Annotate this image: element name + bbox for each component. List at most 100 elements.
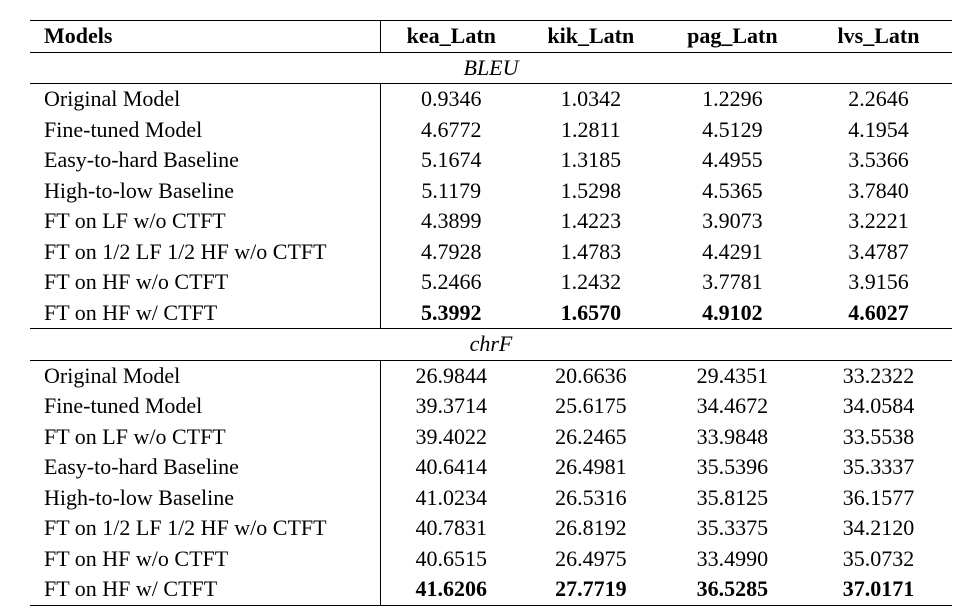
score-cell: 35.3375 [696,515,769,541]
header-kik-latn: kik_Latn [522,20,660,53]
score-cell: 4.6027 [805,297,952,329]
table-row: Original Model 0.9346 1.0342 1.2296 2.2646 [30,83,952,115]
score-cell: 35.0732 [842,545,915,571]
table-row: Fine-tuned Model 39.3714 25.6175 34.4672 34.… [30,391,952,422]
table-row: FT on LF w/o CTFT 4.3899 1.4223 3.9073 3.222… [30,206,952,237]
score-cell: 37.0171 [805,574,952,606]
score-cell: 40.6515 [415,545,488,571]
score-cell: 40.7831 [415,515,488,541]
score-cell: 26.4975 [555,545,627,571]
header-models: Models [30,20,381,53]
score-cell: 20.6636 [555,362,627,388]
score-cell: 36.5285 [659,574,806,606]
model-name-cell: Easy-to-hard Baseline [30,145,381,176]
score-cell: 33.2322 [842,362,915,388]
score-cell: 1.2432 [560,269,622,295]
score-cell: 4.4291 [702,238,763,264]
score-cell: 26.2465 [555,423,627,449]
score-cell: 3.5366 [848,147,909,173]
score-cell: 5.3992 [380,297,523,329]
section-title: chrF [30,328,952,361]
model-name-cell: Fine-tuned Model [30,391,381,422]
table-row: FT on 1/2 LF 1/2 HF w/o CTFT 40.7831 26.81… [30,513,952,544]
score-cell: 4.4955 [702,147,763,173]
score-cell: 41.0234 [415,484,488,510]
table-row: FT on HF w/ CTFT 41.6206 27.7719 36.5285 37.… [30,574,952,606]
score-cell: 35.3337 [842,454,915,480]
score-cell: 2.2646 [848,86,909,112]
score-cell: 3.9156 [848,269,909,295]
section-title: BLEU [30,52,952,84]
table-row: High-to-low Baseline 41.0234 26.5316 35.812… [30,482,952,513]
header-kea-latn: kea_Latn [380,20,523,53]
model-name-cell: FT on HF w/ CTFT [30,574,381,606]
score-cell: 1.2296 [702,86,763,112]
table-row: FT on 1/2 LF 1/2 HF w/o CTFT 4.7928 1.4783… [30,236,952,267]
score-cell: 3.7840 [848,177,909,203]
header-lvs-latn: lvs_Latn [805,20,952,53]
score-cell: 39.4022 [415,423,488,449]
score-cell: 4.5129 [702,116,763,142]
table-row: Easy-to-hard Baseline 40.6414 26.4981 35.53… [30,452,952,483]
table-body: BLEU Original Model 0.9346 1.0342 1.2296 2.26… [30,52,952,606]
score-cell: 35.8125 [696,484,769,510]
score-cell: 33.5538 [842,423,915,449]
score-cell: 4.3899 [421,208,482,234]
score-cell: 41.6206 [380,574,523,606]
model-name-cell: Easy-to-hard Baseline [30,452,381,483]
score-cell: 26.9844 [415,362,488,388]
score-cell: 26.5316 [555,484,627,510]
score-cell: 4.1954 [848,116,909,142]
score-cell: 34.2120 [842,515,915,541]
model-name-cell: FT on LF w/o CTFT [30,206,381,237]
score-cell: 1.2811 [560,116,621,142]
model-name-cell: FT on HF w/ CTFT [30,297,381,329]
score-cell: 34.4672 [696,393,769,419]
score-cell: 27.7719 [522,574,660,606]
model-name-cell: FT on HF w/o CTFT [30,543,381,574]
score-cell: 1.0342 [560,86,622,112]
model-name-cell: FT on LF w/o CTFT [30,421,381,452]
header-pag-latn: pag_Latn [659,20,806,53]
model-name-cell: High-to-low Baseline [30,175,381,206]
score-cell: 33.4990 [696,545,769,571]
section-header-row: chrF [30,328,952,361]
score-cell: 33.9848 [696,423,769,449]
model-name-cell: Original Model [30,83,381,115]
header-row: Models kea_Latn kik_Latn pag_Latn lvs_La… [30,20,952,53]
model-name-cell: High-to-low Baseline [30,482,381,513]
score-cell: 3.2221 [848,208,909,234]
table-row: Fine-tuned Model 4.6772 1.2811 4.5129 4.1954 [30,114,952,145]
score-cell: 25.6175 [555,393,627,419]
score-cell: 0.9346 [421,86,482,112]
score-cell: 4.6772 [421,116,482,142]
score-cell: 40.6414 [415,454,488,480]
table-row: FT on HF w/o CTFT 40.6515 26.4975 33.4990 35… [30,543,952,574]
score-cell: 4.9102 [659,297,806,329]
table-row: FT on HF w/ CTFT 5.3992 1.6570 4.9102 4.6027 [30,297,952,329]
results-table: Models kea_Latn kik_Latn pag_Latn lvs_La… [30,20,952,606]
score-cell: 39.3714 [415,393,488,419]
section-header-row: BLEU [30,52,952,84]
score-cell: 26.4981 [555,454,627,480]
table-row: Easy-to-hard Baseline 5.1674 1.3185 4.4955 3… [30,145,952,176]
score-cell: 1.3185 [560,147,622,173]
score-cell: 26.8192 [555,515,627,541]
model-name-cell: FT on HF w/o CTFT [30,267,381,298]
model-name-cell: FT on 1/2 LF 1/2 HF w/o CTFT [30,236,381,267]
score-cell: 1.6570 [522,297,660,329]
score-cell: 4.7928 [421,238,482,264]
table-row: FT on HF w/o CTFT 5.2466 1.2432 3.7781 3.915… [30,267,952,298]
score-cell: 5.1179 [421,177,482,203]
score-cell: 4.5365 [702,177,763,203]
score-cell: 35.5396 [696,454,769,480]
score-cell: 36.1577 [842,484,915,510]
score-cell: 1.5298 [560,177,622,203]
model-name-cell: FT on 1/2 LF 1/2 HF w/o CTFT [30,513,381,544]
model-name-cell: Fine-tuned Model [30,114,381,145]
score-cell: 5.2466 [421,269,482,295]
table-row: Original Model 26.9844 20.6636 29.4351 33.23… [30,360,952,391]
score-cell: 1.4783 [560,238,622,264]
model-name-cell: Original Model [30,360,381,391]
score-cell: 3.4787 [848,238,909,264]
